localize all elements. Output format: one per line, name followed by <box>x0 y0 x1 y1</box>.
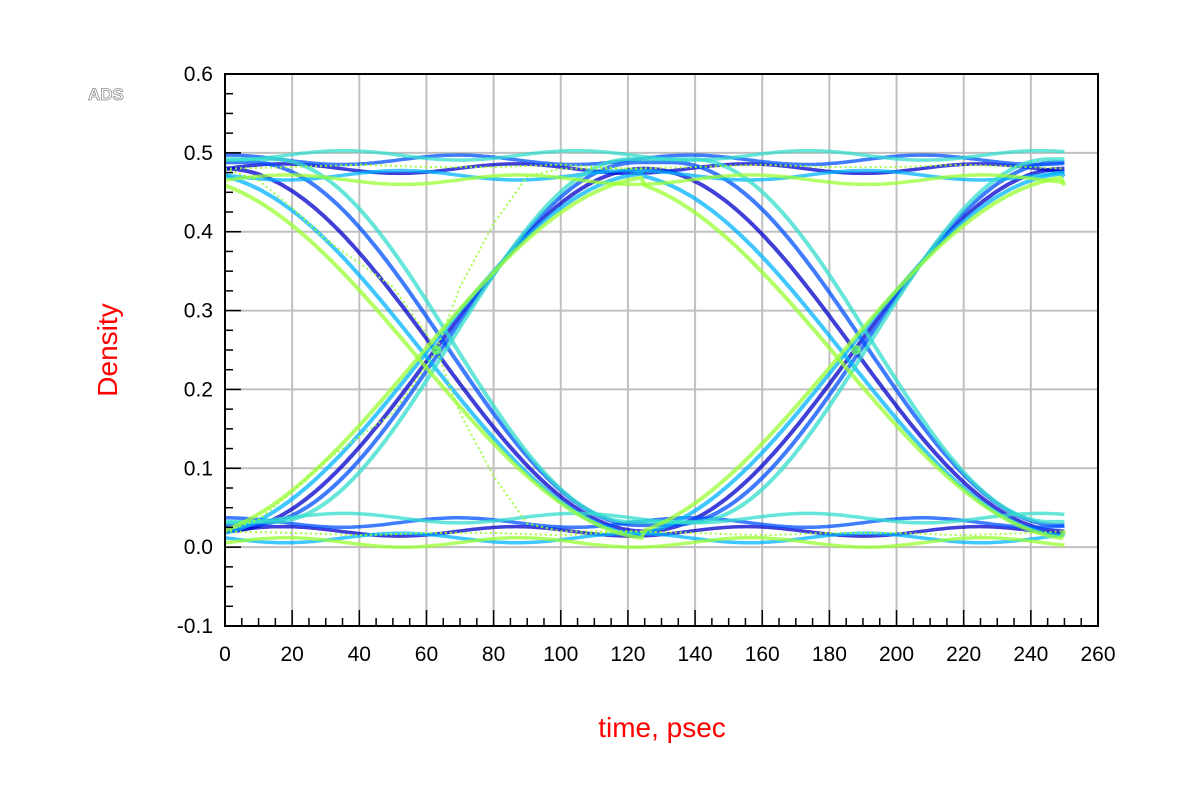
x-tick-label: 180 <box>812 643 847 666</box>
y-tick-label: 0.4 <box>184 221 214 244</box>
eye-level-trace <box>224 173 1065 187</box>
eye-transition-trace <box>224 175 1067 541</box>
eye-level-trace <box>224 535 1065 549</box>
y-tick-label: 0.1 <box>184 457 213 480</box>
eye-transition-trace <box>224 166 1065 534</box>
axis-ticks <box>224 73 1099 627</box>
y-tick-label: 0.5 <box>184 142 213 165</box>
x-tick-label: 120 <box>610 643 645 666</box>
x-tick-label: 100 <box>543 643 578 666</box>
x-axis-title: time, psec <box>598 712 726 743</box>
series-level_high <box>224 163 1065 170</box>
y-tick-label: 0.2 <box>184 378 213 401</box>
y-tick-label: 0.6 <box>184 63 213 86</box>
eye-level-trace <box>224 168 1065 182</box>
eye-transition-trace <box>224 166 1065 534</box>
x-tick-label: 160 <box>745 643 780 666</box>
x-tick-labels: 0 20 40 60 80 100 120 140 160 180 200 220 240 260 <box>219 643 1115 666</box>
x-tick-label: 20 <box>280 643 303 666</box>
x-tick-label: 40 <box>348 643 371 666</box>
ads-logo: ADS <box>88 85 124 104</box>
y-tick-label: 0.3 <box>184 300 213 323</box>
y-tick-label: 0.0 <box>184 536 213 559</box>
eye-transition-trace <box>225 160 1065 528</box>
eye-level-trace <box>224 511 1065 525</box>
x-tick-label: 60 <box>415 643 438 666</box>
x-tick-label: 80 <box>482 643 505 666</box>
eye-crossing-point <box>851 345 862 355</box>
y-tick-labels: -0.1 0.0 0.1 0.2 0.3 0.4 0.5 0.6 <box>177 63 213 638</box>
eye-crossing-point <box>431 345 442 355</box>
x-tick-label: 140 <box>678 643 713 666</box>
y-tick-label: -0.1 <box>177 615 213 638</box>
x-tick-label: 0 <box>219 643 231 666</box>
eye-level-trace <box>225 148 1065 162</box>
eye-transition-trace <box>225 157 1065 524</box>
x-tick-label: 260 <box>1080 643 1115 666</box>
eye-traces <box>224 148 1067 549</box>
x-tick-label: 220 <box>946 643 981 666</box>
series-level_low <box>224 530 1065 537</box>
x-tick-label: 200 <box>879 643 914 666</box>
eye-transition-trace <box>224 171 1066 538</box>
x-tick-label: 240 <box>1013 643 1048 666</box>
y-axis-title: Density <box>92 303 123 396</box>
